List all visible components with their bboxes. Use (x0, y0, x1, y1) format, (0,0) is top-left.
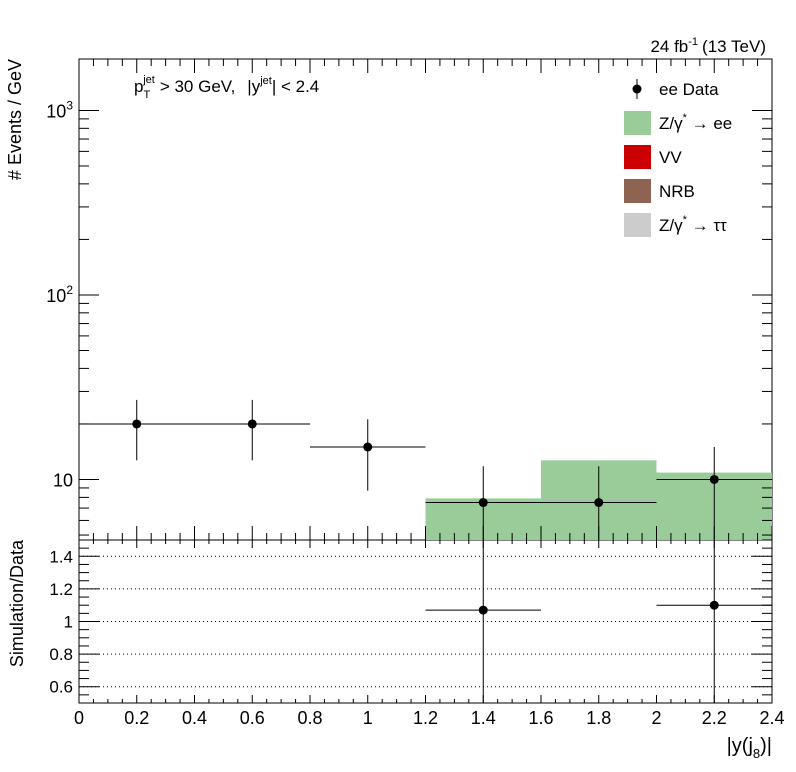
x-tick-label: 0.2 (124, 708, 149, 728)
legend-text: VV (659, 148, 682, 167)
legend-text: NRB (659, 182, 695, 201)
data-point-2 (363, 442, 373, 452)
y-tick-base: 10 (46, 101, 66, 121)
xlabel: |y(j8)| (727, 735, 772, 761)
data-point-5 (709, 474, 719, 484)
x-tick-label: 1 (363, 708, 373, 728)
legend-label-1: Z/γ* → ee (659, 112, 732, 133)
cut-label: pTjet > 30 GeV, |yjet| < 2.4 (134, 74, 319, 101)
legend-tail: → ττ (687, 216, 727, 235)
legend-swatch-4 (624, 213, 651, 237)
y-tick-exponent: 3 (66, 98, 73, 112)
legend-marker (632, 84, 642, 94)
legend-text: Z/γ (659, 216, 683, 235)
legend-text: Z/γ (659, 114, 683, 133)
x-tick-label: 0.6 (240, 708, 265, 728)
pt-cut-text: > 30 GeV, (160, 77, 235, 96)
legend-sup: * (683, 112, 688, 124)
legend-text: ee Data (659, 80, 719, 99)
legend-swatch-1 (624, 111, 651, 135)
ratio-point-0 (478, 605, 488, 615)
xlabel-end: )| (760, 735, 772, 757)
ratio-y-tick-label: 1.2 (49, 580, 73, 599)
legend-label-0: ee Data (659, 80, 719, 99)
y-tick-label: 10 (53, 470, 73, 490)
top-ylabel: # Events / GeV (5, 59, 25, 180)
y-tick-label: 103 (46, 98, 73, 121)
legend-label-2: VV (659, 148, 682, 167)
legend-swatch-3 (624, 179, 651, 203)
ratio-y-tick-label: 0.6 (49, 678, 73, 697)
lumi-exponent: -1 (688, 36, 698, 48)
y-prefix: |y (247, 77, 260, 96)
xlabel-sub: 8 (753, 746, 760, 761)
x-tick-label: 2.4 (759, 708, 784, 728)
ratio-ylabel: Simulation/Data (7, 539, 27, 667)
legend-swatch-2 (624, 145, 651, 169)
x-tick-label: 1.4 (471, 708, 496, 728)
legend-label-4: Z/γ* → ττ (659, 214, 727, 235)
legend-sup: * (683, 214, 688, 226)
data-point-4 (594, 498, 604, 508)
y-cut-text: | < 2.4 (272, 77, 319, 96)
lumi-label: 24 fb-1 (13 TeV) (650, 36, 766, 56)
ratio-panel-frame (78, 539, 773, 704)
pt-subscript: T (143, 89, 150, 101)
y-tick-exponent: 2 (66, 283, 73, 297)
x-tick-label: 0.8 (297, 708, 322, 728)
pt-symbol: p (134, 77, 143, 96)
xlabel-main: |y(j (727, 735, 753, 757)
x-tick-label: 0.4 (182, 708, 207, 728)
lumi-energy: (13 TeV) (702, 37, 766, 56)
x-tick-label: 1.2 (413, 708, 438, 728)
y-superscript: jet (259, 75, 272, 87)
x-tick-label: 0 (74, 708, 84, 728)
legend-label-3: NRB (659, 182, 695, 201)
ratio-point-1 (709, 600, 719, 610)
x-tick-label: 1.6 (528, 708, 553, 728)
ratio-y-tick-label: 1.4 (49, 547, 73, 566)
pt-superscript: jet (142, 74, 155, 86)
x-tick-label: 1.8 (586, 708, 611, 728)
x-tick-label: 2 (651, 708, 661, 728)
data-point-1 (247, 419, 257, 429)
y-tick-base: 10 (46, 286, 66, 306)
y-tick-label: 102 (46, 283, 73, 306)
x-tick-label: 2.2 (702, 708, 727, 728)
ratio-y-tick-label: 0.8 (49, 645, 73, 664)
data-point-0 (132, 419, 142, 429)
data-point-3 (478, 498, 488, 508)
y-tick-base: 10 (53, 470, 73, 490)
legend-tail: → ee (687, 114, 732, 133)
ratio-y-tick-label: 1 (64, 613, 73, 632)
lumi-value: 24 fb (650, 37, 688, 56)
